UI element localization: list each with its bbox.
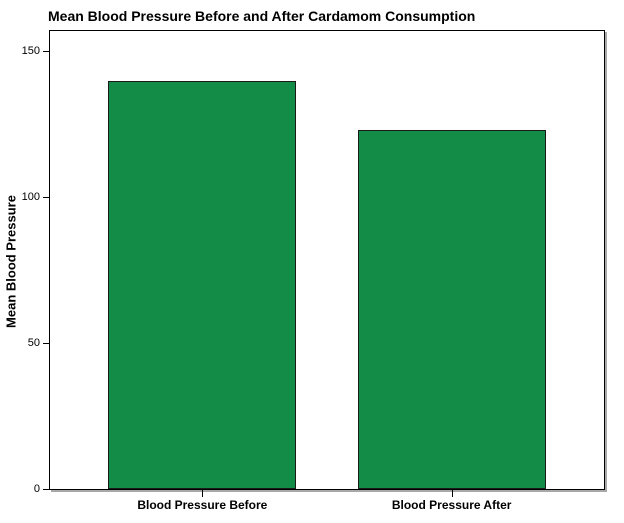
- bar-1: [108, 80, 297, 489]
- y-tick-mark: [43, 50, 49, 52]
- y-tick-mark: [43, 342, 49, 344]
- chart-title: Mean Blood Pressure Before and After Car…: [48, 8, 476, 24]
- x-category-label: Blood Pressure After: [391, 498, 512, 512]
- x-tick-mark: [202, 490, 204, 497]
- y-tick-label: 100: [21, 191, 40, 204]
- y-tick-label: 50: [27, 337, 40, 350]
- y-tick-label: 0: [33, 483, 40, 495]
- y-tick-label: 150: [21, 45, 40, 58]
- x-tick-mark: [451, 490, 453, 497]
- bar-2: [357, 130, 546, 489]
- y-tick-mark: [43, 488, 49, 490]
- y-axis-label: Mean Blood Pressure: [3, 195, 19, 328]
- x-category-label: Blood Pressure Before: [137, 498, 268, 512]
- y-tick-mark: [43, 196, 49, 198]
